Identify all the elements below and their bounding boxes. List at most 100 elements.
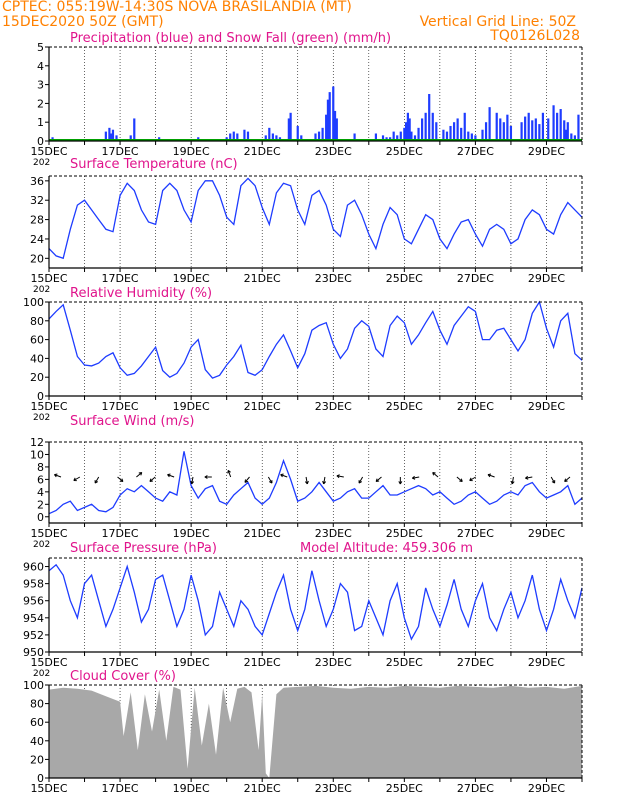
- precip-bar: [353, 133, 356, 141]
- panel-4: Surface Pressure (hPa) Model Altitude: 45…: [23, 541, 583, 679]
- precip-bar: [488, 107, 491, 141]
- precip-bar: [502, 122, 505, 141]
- x-tick-label: 25DEC: [386, 145, 423, 158]
- x-tick-label: 15DEC: [30, 400, 67, 413]
- series-line: [48, 563, 583, 641]
- x-tick-label: 25DEC: [386, 527, 423, 540]
- precip-bar: [326, 99, 330, 141]
- precip-bar: [403, 127, 406, 141]
- panel-title: Precipitation (blue) and Snow Fall (gree…: [70, 31, 391, 46]
- panel-5: Cloud Cover (%) 0 20 40 60 80 100 15DEC 17DEC 19D…: [23, 669, 583, 795]
- precip-bar: [499, 118, 502, 141]
- precip-bar: [328, 92, 331, 141]
- panel-0: Precipitation (blue) and Snow Fall (gree…: [30, 31, 583, 168]
- precip-bar: [229, 133, 232, 141]
- precip-bar: [413, 135, 417, 141]
- precip-bar: [495, 112, 498, 141]
- y-tick-label: 10: [30, 448, 44, 461]
- precip-bar: [538, 124, 541, 141]
- wind-arrow-head: [280, 473, 284, 478]
- x-tick-label: 23DEC: [315, 656, 352, 669]
- panel-title: Surface Temperature (nC): [70, 157, 238, 172]
- wind-arrow: [487, 474, 495, 478]
- x-tick-label: 15DEC: [30, 272, 67, 285]
- x-tick-label: 17DEC: [102, 272, 139, 285]
- precip-bar: [333, 110, 337, 141]
- wind-arrow: [136, 472, 143, 478]
- precip-bar: [408, 118, 411, 141]
- precip-bar: [442, 129, 445, 141]
- panel-title: Surface Wind (m/s): [70, 414, 194, 429]
- precip-bar: [381, 135, 385, 141]
- precip-bar: [374, 133, 378, 141]
- wind-arrow-head: [119, 478, 124, 482]
- x-tick-label: 27DEC: [457, 782, 494, 795]
- precip-bar: [296, 125, 299, 141]
- wind-arrow-head: [204, 475, 208, 479]
- wind-arrow: [336, 475, 344, 478]
- wind-arrow-head: [322, 480, 327, 485]
- precip-bar: [566, 122, 569, 141]
- y-tick-label: 4: [37, 486, 44, 499]
- y-tick-label: 956: [23, 595, 44, 608]
- precip-bar: [484, 122, 488, 141]
- wind-arrow: [456, 476, 463, 482]
- y-tick-label: 40: [30, 735, 44, 748]
- wind-arrow-head: [149, 478, 153, 482]
- precip-bar: [573, 135, 576, 141]
- wind-arrow: [117, 476, 124, 482]
- wind-arrow-head: [54, 473, 58, 478]
- precip-bar: [271, 133, 274, 141]
- wind-arrow: [305, 476, 308, 484]
- precip-bar: [531, 120, 534, 141]
- precip-bar: [399, 131, 402, 141]
- x-tick-label: 15DEC: [30, 145, 67, 158]
- x-tick-label: 29DEC: [528, 527, 565, 540]
- wind-arrow-head: [304, 480, 309, 485]
- wind-arrow: [191, 476, 194, 484]
- precip-bar: [456, 118, 459, 141]
- x-tick-label: 27DEC: [457, 272, 494, 285]
- precip-bar: [541, 112, 545, 141]
- precip-bar: [314, 133, 317, 141]
- panel-1: Surface Temperature (nC) 20 24 28 32 36 15DEC 1…: [30, 157, 583, 295]
- year-fragment: 202: [33, 540, 50, 550]
- y-tick-label: 60: [30, 716, 44, 729]
- wind-arrow-head: [244, 479, 249, 483]
- x-tick-label: 17DEC: [102, 145, 139, 158]
- precip-bar: [332, 86, 335, 141]
- precip-bar: [421, 118, 424, 141]
- precip-bar: [452, 122, 456, 141]
- precip-bar: [405, 122, 408, 141]
- x-tick-label: 19DEC: [173, 782, 210, 795]
- wind-arrow: [244, 476, 250, 483]
- wind-arrow: [469, 476, 476, 481]
- wind-arrow: [432, 472, 439, 478]
- x-tick-label: 21DEC: [244, 656, 281, 669]
- y-tick-label: 1: [37, 116, 44, 129]
- y-tick-label: 12: [30, 436, 44, 449]
- precip-bar: [463, 112, 466, 141]
- wind-arrow: [73, 476, 81, 481]
- y-tick-label: 0: [37, 772, 44, 785]
- wind-arrow-head: [167, 473, 171, 478]
- y-tick-label: 952: [23, 629, 44, 642]
- wind-arrow-head: [487, 473, 492, 478]
- x-tick-label: 23DEC: [315, 527, 352, 540]
- x-tick-label: 25DEC: [386, 400, 423, 413]
- wind-arrow: [375, 476, 382, 482]
- year-fragment: 202: [33, 158, 50, 168]
- cloud-cover-area: [49, 685, 582, 778]
- y-tick-label: 100: [23, 679, 44, 692]
- precip-bar: [317, 131, 321, 141]
- precip-bar: [435, 122, 438, 141]
- x-tick-label: 15DEC: [30, 527, 67, 540]
- precip-bar: [243, 129, 246, 141]
- precip-bar: [392, 131, 395, 141]
- y-tick-label: 954: [23, 612, 44, 625]
- precip-bar: [115, 135, 118, 141]
- wind-arrow-head: [551, 480, 556, 484]
- panel-subtitle: Model Altitude: 459.306 m: [300, 541, 473, 556]
- x-tick-label: 23DEC: [315, 145, 352, 158]
